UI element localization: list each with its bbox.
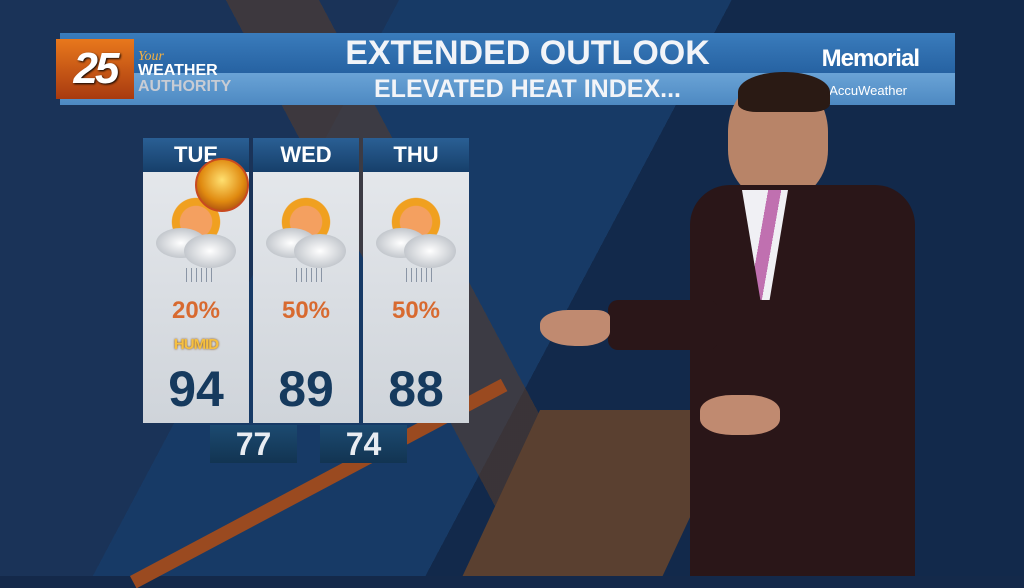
sponsor-logo: Memorial: [821, 45, 920, 72]
low-temp-tue-night: 77: [210, 425, 297, 463]
presenter-left-hand: [700, 395, 780, 435]
precip-chance: 20%: [171, 297, 221, 324]
forecast-card-wed: WED 50% 89: [253, 138, 359, 423]
partly-sunny-showers-icon: [266, 190, 346, 282]
tagline-weather: WEATHER: [138, 62, 218, 79]
presenter-hand: [540, 310, 610, 346]
presenter-hair: [738, 72, 830, 112]
rain-icon: [296, 268, 326, 282]
forecast-card-thu: THU 50% 88: [363, 138, 469, 423]
title-banner: 25 Your WEATHER AUTHORITY EXTENDED OUTLO…: [56, 33, 955, 105]
forecast-card-tue: TUE 20% HUMID 94: [143, 138, 249, 423]
humid-label: HUMID: [173, 336, 219, 353]
page-subtitle: ELEVATED HEAT INDEX...: [374, 75, 681, 103]
tagline-your: Your: [138, 49, 164, 64]
rain-icon: [406, 268, 436, 282]
high-temp: 88: [388, 361, 444, 417]
tagline-authority: AUTHORITY: [138, 78, 232, 95]
mostly-cloudy-showers-icon: [376, 190, 456, 282]
heat-alert-badge-icon: [195, 158, 249, 212]
accuweather-logo: AccuWeather: [829, 83, 907, 98]
cloud-icon: [294, 234, 346, 268]
banner-top: [60, 33, 955, 73]
low-temp-wed-night: 74: [320, 425, 407, 463]
high-temp: 94: [168, 361, 224, 417]
station-logo: 25: [56, 39, 134, 99]
cloud-icon: [404, 234, 456, 268]
presenter-suit: [690, 185, 915, 576]
rain-icon: [186, 268, 216, 282]
day-label: WED: [253, 138, 359, 172]
cloud-icon: [184, 234, 236, 268]
high-temp: 89: [278, 361, 334, 417]
card-body: 50% 89: [253, 172, 359, 423]
card-body: 20% HUMID 94: [143, 172, 249, 423]
station-tagline: Your WEATHER AUTHORITY: [138, 49, 232, 95]
precip-chance: 50%: [281, 297, 331, 324]
presenter-arm: [608, 300, 718, 350]
day-label: THU: [363, 138, 469, 172]
precip-chance: 50%: [391, 297, 441, 324]
page-title: EXTENDED OUTLOOK: [345, 34, 710, 72]
card-body: 50% 88: [363, 172, 469, 423]
